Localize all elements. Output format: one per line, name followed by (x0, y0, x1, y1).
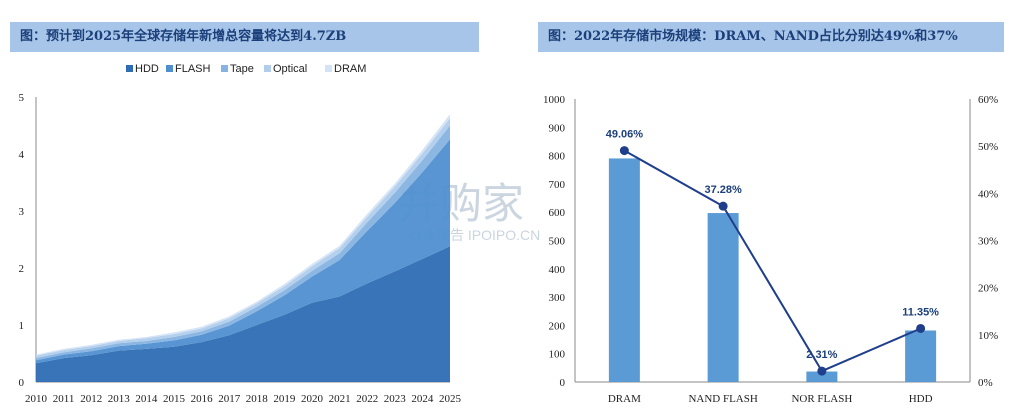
left-x-tick-label: 2018 (246, 393, 269, 405)
right-x-tick-label: DRAM (608, 393, 641, 405)
right-bar-line-chart: 0 100 200 300 400 500 600 700 800 900 1000 0% 10% 20%… (543, 94, 998, 405)
bar-nand-flash (707, 213, 739, 382)
share-line (623, 149, 921, 373)
share-point (718, 201, 728, 211)
right-x-tick-label: NAND FLASH (688, 393, 757, 405)
left-y-tick-label: 4 (19, 149, 25, 161)
right-y2-tick-label: 30% (978, 236, 998, 248)
bar-hdd (905, 330, 937, 382)
left-y-tick-label: 0 (19, 377, 25, 389)
share-data-label: 11.35% (902, 306, 939, 318)
right-y-tick-label: 300 (549, 292, 566, 304)
area-series-flash (36, 139, 450, 364)
right-y-tick-label: 100 (549, 349, 566, 361)
legend-swatch-optical (264, 65, 271, 72)
left-x-tick-label: 2025 (439, 393, 462, 405)
left-y-tick-label: 3 (19, 206, 25, 218)
right-y2-tick-label: 0% (978, 377, 993, 389)
share-data-label: 37.28% (704, 184, 742, 196)
left-x-tick-label: 2015 (163, 393, 186, 405)
share-point (817, 366, 827, 376)
right-y-tick-label: 200 (549, 320, 566, 332)
left-x-tick-label: 2016 (191, 393, 214, 405)
legend-swatch-dram (325, 65, 332, 72)
bar-nor-flash (806, 371, 838, 382)
left-x-tick-label: 2019 (273, 393, 296, 405)
legend-label-hdd: HDD (135, 63, 159, 75)
right-y-tick-label: 1000 (543, 94, 566, 106)
right-chart-title: 图：2022年存储市场规模：DRAM、NAND占比分别达49%和37% (538, 22, 1004, 52)
right-y2-tick-label: 50% (978, 141, 998, 153)
left-x-tick-label: 2010 (25, 393, 48, 405)
share-point (619, 146, 629, 156)
left-x-tick-label: 2011 (53, 393, 75, 405)
right-y2-tick-label: 20% (978, 283, 998, 295)
right-y-tick-label: 800 (549, 151, 566, 163)
right-y-tick-label: 700 (549, 179, 566, 191)
right-y-tick-label: 400 (549, 264, 566, 276)
right-x-tick-label: NOR FLASH (791, 393, 852, 405)
left-y-tick-label: 2 (19, 263, 25, 275)
left-x-tick-label: 2012 (80, 393, 102, 405)
share-point (916, 323, 926, 333)
legend-swatch-flash (166, 65, 173, 72)
right-y2-tick-label: 10% (978, 330, 998, 342)
right-y-tick-label: 0 (560, 377, 566, 389)
left-x-tick-label: 2020 (301, 393, 324, 405)
right-y2-tick-label: 40% (978, 188, 998, 200)
left-x-tick-label: 2017 (218, 393, 241, 405)
legend-swatch-hdd (126, 65, 133, 72)
left-x-tick-label: 2021 (329, 393, 351, 405)
left-y-tick-label: 5 (19, 92, 25, 104)
left-y-tick-label: 1 (19, 320, 25, 332)
right-x-tick-label: HDD (909, 393, 933, 405)
right-y-tick-label: 600 (549, 207, 566, 219)
right-y-tick-label: 900 (549, 122, 566, 134)
left-area-chart: 0 1 2 3 4 5 2010 2011 2012 2013 2014 2015 2016 2017 20… (19, 63, 462, 405)
bar-dram (608, 158, 640, 382)
left-x-tick-label: 2022 (356, 393, 378, 405)
legend-label-flash: FLASH (175, 63, 211, 75)
legend-label-tape: Tape (230, 63, 254, 75)
left-x-tick-label: 2013 (108, 393, 131, 405)
right-y-tick-label: 500 (549, 236, 566, 248)
share-data-label: 49.06% (606, 129, 644, 141)
left-x-tick-label: 2014 (135, 393, 158, 405)
left-x-tick-label: 2023 (384, 393, 407, 405)
right-y2-tick-label: 60% (978, 94, 998, 106)
area-series-hdd (36, 246, 450, 382)
legend-label-optical: Optical (273, 63, 307, 75)
share-data-label: 2.31% (806, 349, 837, 361)
left-x-tick-label: 2024 (411, 393, 434, 405)
legend-swatch-tape (221, 65, 228, 72)
left-chart-title: 图：预计到2025年全球存储年新增总容量将达到4.7ZB (10, 22, 479, 52)
legend-label-dram: DRAM (334, 63, 366, 75)
